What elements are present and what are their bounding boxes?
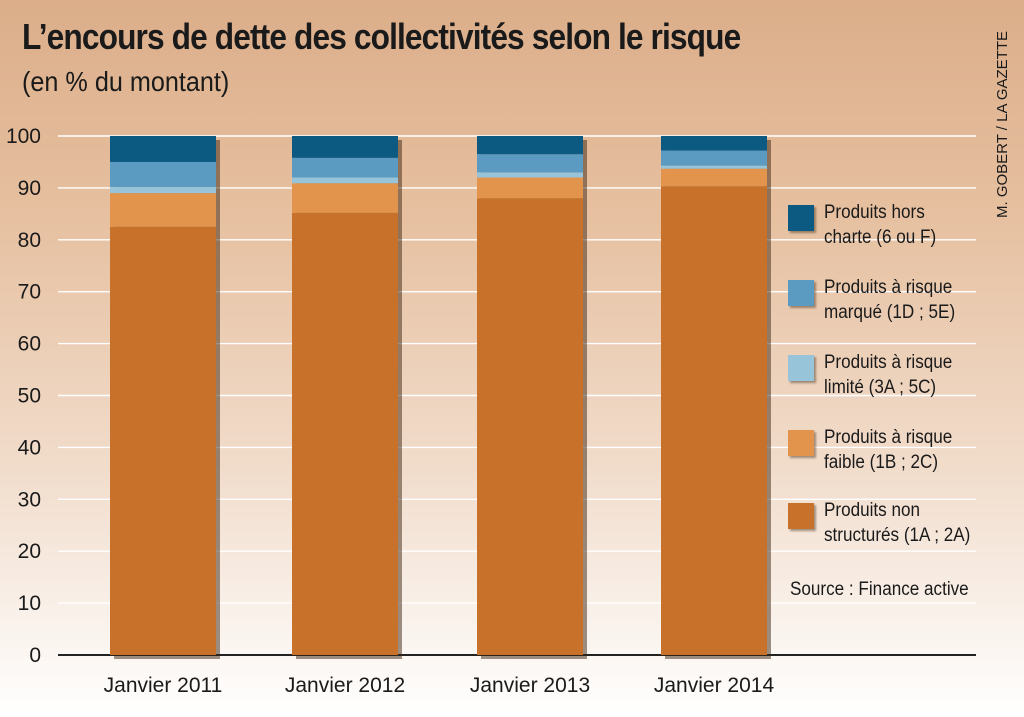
chart-subtitle: (en % du montant) [22, 66, 230, 97]
legend-label-line2: structurés (1A ; 2A) [824, 525, 971, 546]
x-tick-label: Janvier 2013 [470, 674, 590, 697]
bar-segment [661, 150, 767, 166]
legend-label-line2: limité (3A ; 5C) [824, 377, 937, 398]
legend-swatch [788, 430, 814, 456]
y-tick-label: 30 [18, 488, 41, 511]
legend-label-line2: charte (6 ou F) [824, 227, 937, 248]
y-tick-label: 40 [18, 436, 41, 459]
chart-title: L’encours de dette des collectivités sel… [22, 16, 741, 57]
legend-label: Produits à risque marqué (1D ; 5E) [824, 275, 1004, 325]
bar-segment [110, 193, 216, 227]
bar-segment [661, 186, 767, 655]
bar-segment [477, 172, 583, 178]
bar-segment [661, 136, 767, 151]
legend-label-line1: Produits non [824, 500, 921, 521]
y-tick-label: 70 [18, 281, 41, 304]
source-note: Source : Finance active [790, 579, 969, 600]
y-tick-label: 100 [6, 125, 41, 148]
legend-label-line1: Produits à risque [824, 277, 953, 298]
legend-swatch [788, 355, 814, 381]
bar-segment [292, 177, 398, 184]
legend-swatch [788, 205, 814, 231]
bar-segment [477, 198, 583, 655]
legend-label-line1: Produits hors [824, 202, 925, 223]
bar-segment [292, 183, 398, 213]
bars-layer [110, 136, 771, 659]
bar-segment [477, 154, 583, 173]
y-tick-label: 90 [18, 177, 41, 200]
legend-label-line1: Produits à risque [824, 352, 953, 373]
legend-swatch [788, 280, 814, 306]
bar-segment [477, 136, 583, 155]
bar-segment [477, 177, 583, 199]
x-tick-label: Janvier 2012 [285, 674, 405, 697]
bar-segment [292, 212, 398, 655]
legend-label-line1: Produits à risque [824, 427, 953, 448]
legend-label-line2: faible (1B ; 2C) [824, 452, 939, 473]
y-tick-label: 0 [29, 644, 41, 667]
y-tick-label: 80 [18, 229, 41, 252]
bar-segment [661, 168, 767, 187]
bar-segment [661, 165, 767, 169]
legend-label: Produits hors charte (6 ou F) [824, 200, 1004, 250]
bar-segment [110, 161, 216, 187]
labels-layer: 0 10 20 30 40 50 60 70 80 90 100 Janvier 2011 Janvie… [6, 125, 774, 697]
x-tick-label: Janvier 2011 [104, 674, 223, 697]
bar-segment [292, 136, 398, 158]
legend-label: Produits non structurés (1A ; 2A) [824, 498, 1004, 548]
y-tick-label: 60 [18, 333, 41, 356]
y-tick-label: 50 [18, 385, 41, 408]
bar-segment [110, 186, 216, 194]
x-tick-label: Janvier 2014 [654, 674, 775, 697]
legend-label-line2: marqué (1D ; 5E) [824, 302, 956, 323]
y-tick-label: 20 [18, 540, 41, 563]
bar-segment [110, 226, 216, 655]
bar-segment [110, 136, 216, 162]
legend-label: Produits à risque limité (3A ; 5C) [824, 350, 1004, 400]
legend-label: Produits à risque faible (1B ; 2C) [824, 425, 1004, 475]
legend-swatch [788, 503, 814, 529]
y-tick-label: 10 [18, 592, 41, 615]
bar-segment [292, 157, 398, 178]
